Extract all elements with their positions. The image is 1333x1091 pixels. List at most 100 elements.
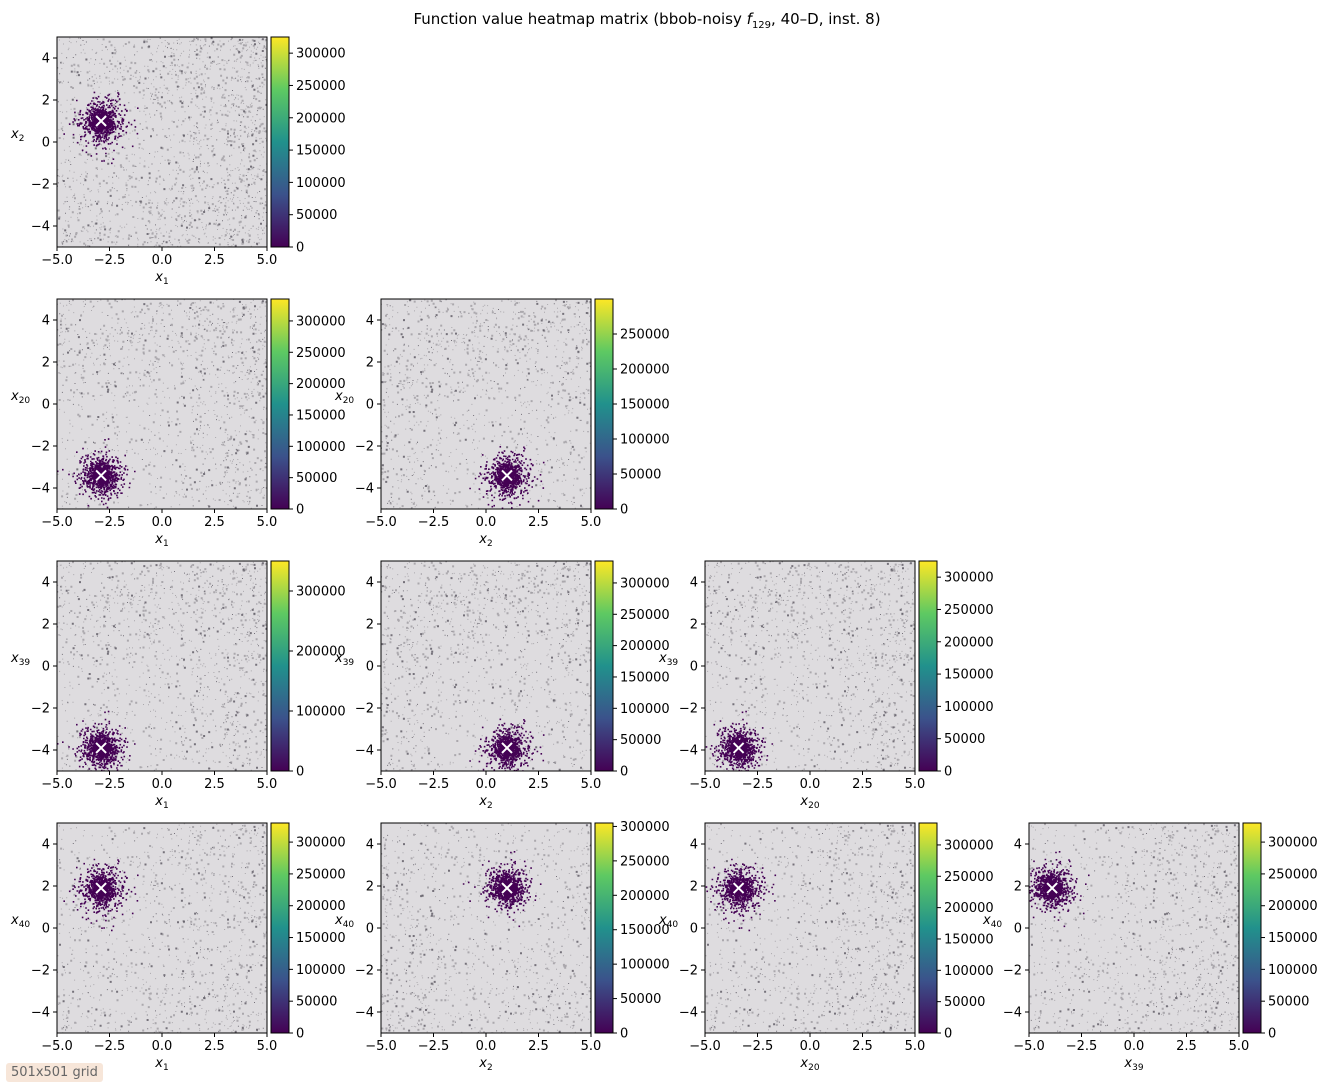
- y-tick-label: 4: [366, 576, 374, 591]
- y-axis-label: x39: [10, 651, 30, 668]
- x-axis-label: x1: [154, 270, 168, 287]
- colorbar-tick-label: 100000: [296, 705, 346, 720]
- title-func-index: 129: [752, 20, 771, 31]
- colorbar-tick-label: 200000: [296, 645, 346, 660]
- colorbar-tick-label: 250000: [620, 608, 670, 623]
- x-tick-label: 5.0: [1229, 1039, 1250, 1054]
- y-tick-label: 0: [42, 398, 50, 413]
- x-tick-label: 5.0: [257, 1039, 278, 1054]
- colorbar-tick-label: 0: [620, 503, 628, 518]
- optimum-basin: [469, 718, 545, 771]
- x-tick-label: 5.0: [257, 777, 278, 792]
- y-tick-label: 4: [366, 838, 374, 853]
- colorbar-tick-label: 100000: [620, 433, 670, 448]
- optimum-marker: [95, 882, 107, 894]
- x-tick-label: −2.5: [94, 777, 126, 792]
- y-tick-label: −4: [31, 744, 50, 759]
- x-axis-label: x1: [154, 1056, 168, 1073]
- y-tick-label: −4: [355, 744, 374, 759]
- colorbar: [594, 560, 614, 772]
- y-tick-label: 0: [1014, 922, 1022, 937]
- x-axis-label: x2: [478, 532, 492, 549]
- x-tick-label: 2.5: [204, 777, 225, 792]
- colorbar-tick-label: 250000: [1268, 867, 1318, 882]
- optimum-marker: [1046, 882, 1058, 894]
- colorbar-tick-label: 0: [620, 1027, 628, 1042]
- y-tick-label: −4: [355, 482, 374, 497]
- y-tick-label: 4: [42, 52, 50, 67]
- x-tick-label: 0.0: [152, 777, 173, 792]
- colorbar-tick-label: 250000: [620, 328, 670, 343]
- y-axis-label: x20: [10, 389, 30, 406]
- optimum-marker: [732, 742, 745, 754]
- y-tick-label: −4: [31, 1006, 50, 1021]
- y-tick-label: −2: [31, 178, 50, 193]
- y-tick-label: −4: [31, 220, 50, 235]
- colorbar-tick-label: 250000: [296, 867, 346, 882]
- x-tick-label: 2.5: [852, 777, 873, 792]
- optimum-marker: [501, 882, 513, 894]
- x-tick-label: −5.0: [365, 1039, 397, 1054]
- optimum-basin: [705, 858, 777, 932]
- colorbar-tick-label: 200000: [296, 111, 346, 126]
- colorbar: [918, 560, 938, 772]
- y-tick-label: 4: [42, 576, 50, 591]
- heatmap-noise: [381, 299, 591, 509]
- optimum-basin: [63, 858, 139, 932]
- y-tick-label: −2: [31, 702, 50, 717]
- heatmap-noise: [57, 37, 267, 247]
- colorbar-tick-label: 50000: [620, 468, 661, 483]
- heatmap-noise: [381, 823, 591, 1033]
- optimum-marker: [732, 882, 745, 894]
- colorbar: [270, 36, 290, 248]
- heatmap-noise: [705, 561, 915, 771]
- heatmap-panel: −5.0 −2.5 0.0 2.5 5.0 −4 −2 0 2 4 x2 x40 0 50000 10000…: [334, 820, 670, 1073]
- y-axis-label: x2: [10, 127, 24, 144]
- colorbar-tick-label: 300000: [620, 820, 670, 835]
- y-axis-label: x40: [982, 913, 1002, 930]
- panel-grid: −5.0 −2.5 0.0 2.5 5.0−4−2024x1x2050000100000…: [10, 36, 1318, 1073]
- y-tick-label: −2: [355, 702, 374, 717]
- y-tick-label: −4: [355, 1006, 374, 1021]
- x-tick-label: 0.0: [800, 777, 821, 792]
- heatmap-background: [57, 299, 267, 509]
- colorbar-tick-label: 300000: [296, 47, 346, 62]
- x-tick-label: 2.5: [852, 1039, 873, 1054]
- y-axis-label: x39: [334, 651, 354, 668]
- colorbar-tick-label: 250000: [296, 79, 346, 94]
- y-tick-label: 2: [42, 618, 50, 633]
- y-tick-label: 0: [366, 398, 374, 413]
- colorbar-tick-label: 100000: [296, 440, 346, 455]
- optimum-marker: [95, 469, 107, 482]
- y-tick-label: −4: [679, 1006, 698, 1021]
- colorbar-tick-label: 150000: [620, 923, 670, 938]
- x-tick-label: −5.0: [689, 777, 721, 792]
- colorbar-tick-label: 200000: [944, 635, 994, 650]
- optimum-marker: [501, 469, 513, 482]
- colorbar-tick-label: 100000: [296, 176, 346, 191]
- y-axis-label: x40: [334, 913, 354, 930]
- y-tick-label: 2: [366, 356, 374, 371]
- y-tick-label: 2: [42, 880, 50, 895]
- colorbar-tick-label: 0: [944, 765, 952, 780]
- colorbar-tick-label: 50000: [1268, 995, 1309, 1010]
- optimum-marker: [95, 115, 107, 127]
- heatmap-noise: [57, 299, 267, 509]
- y-tick-label: −4: [679, 744, 698, 759]
- y-axis-label: x20: [334, 389, 354, 406]
- colorbar-tick-label: 300000: [296, 314, 346, 329]
- optimum-marker: [501, 742, 513, 754]
- optimum-basin: [63, 91, 139, 165]
- colorbar-tick-label: 0: [296, 241, 304, 256]
- colorbar-tick-label: 0: [620, 765, 628, 780]
- y-tick-label: 0: [42, 922, 50, 937]
- colorbar-tick-label: 150000: [620, 670, 670, 685]
- y-tick-label: −2: [31, 440, 50, 455]
- heatmap-panel: −5.0 −2.5 0.0 2.5 5.0 −4 −2 0 2 4 x1 x40 0 50000 10000…: [10, 822, 346, 1073]
- y-axis-label: x40: [10, 913, 30, 930]
- y-tick-label: −2: [355, 440, 374, 455]
- x-tick-label: 0.0: [152, 515, 173, 530]
- colorbar-tick-label: 250000: [620, 854, 670, 869]
- x-tick-label: 5.0: [581, 1039, 602, 1054]
